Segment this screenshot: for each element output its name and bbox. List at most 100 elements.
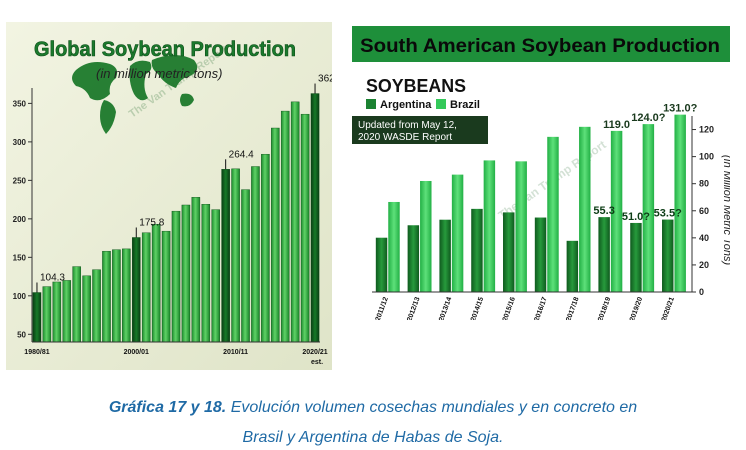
y-tick-label: 60	[699, 206, 709, 216]
bar	[290, 101, 300, 343]
bar	[151, 224, 161, 343]
bar-brazil	[515, 161, 527, 292]
x-tick-label: 2020/21	[302, 349, 327, 356]
bar-brazil	[674, 114, 686, 293]
south-american-soybean-chart: South American Soybean Production SOYBEA…	[352, 20, 733, 322]
legend: Argentina Brazil	[366, 99, 480, 111]
bar	[241, 189, 250, 343]
right-chart-subtitle: SOYBEANS	[366, 76, 466, 96]
legend-label-argentina: Argentina	[380, 99, 432, 111]
bar	[82, 275, 91, 343]
bar	[92, 269, 101, 343]
bar	[191, 197, 201, 343]
left-chart-title: Global Soybean Production	[34, 38, 296, 61]
data-label: 362.8	[318, 74, 332, 85]
y-axis-label: (In Million Metric Tons)	[721, 155, 730, 266]
bar-brazil	[547, 136, 559, 292]
bar	[42, 286, 52, 343]
bar	[251, 166, 260, 343]
bar	[72, 266, 81, 343]
bar-argentina	[503, 212, 515, 292]
bar	[52, 281, 62, 343]
data-label: 55.3	[593, 205, 614, 217]
data-label: 175.8	[139, 217, 164, 228]
bar-brazil	[610, 130, 623, 292]
legend-swatch-brazil	[436, 99, 446, 109]
bar-brazil	[388, 201, 400, 292]
data-label: 264.4	[229, 149, 254, 160]
bar	[161, 230, 171, 343]
data-label: 131.0?	[663, 103, 698, 115]
bar	[300, 113, 310, 343]
bar	[32, 292, 42, 343]
bar	[131, 237, 141, 343]
x-axis: 1980/81 2000/01 2010/11 2020/21 est.	[24, 341, 328, 366]
bar-brazil	[483, 160, 496, 292]
y-axis: 0 20 40 60 80 100 120	[691, 116, 714, 297]
bar	[310, 93, 320, 343]
bar-brazil	[642, 124, 655, 293]
bar-argentina	[375, 237, 388, 292]
x-tick-label-suffix: est.	[311, 359, 323, 366]
bar	[62, 280, 72, 343]
bar-brazil	[420, 180, 432, 292]
bar-argentina	[439, 219, 451, 292]
y-tick-label: 350	[13, 99, 27, 108]
bar	[201, 204, 211, 343]
figure-caption-line-1: Gráfica 17 y 18. Evolución volumen cosec…	[0, 396, 746, 420]
y-tick-label: 150	[13, 253, 27, 262]
bar	[211, 209, 220, 343]
bar	[261, 153, 270, 343]
y-tick-label: 100	[13, 292, 27, 301]
bar-argentina	[407, 225, 420, 292]
bar	[181, 204, 191, 343]
bar-argentina	[534, 217, 547, 292]
global-soybean-chart: Global Soybean Production (in million me…	[6, 22, 343, 370]
bar	[221, 169, 230, 343]
x-tick-label: 2000/01	[124, 349, 149, 356]
y-tick-label: 120	[699, 125, 714, 135]
update-note: Updated from May 12, 2020 WASDE Report	[358, 120, 460, 143]
y-tick-label: 50	[17, 330, 26, 339]
left-chart-subtitle: (in million metric tons)	[96, 66, 222, 81]
update-note-box	[352, 116, 488, 144]
y-tick-label: 40	[699, 233, 709, 243]
bar-argentina	[471, 208, 483, 292]
legend-swatch-argentina	[366, 99, 376, 109]
data-label: 104.3	[40, 273, 65, 284]
y-tick-label: 200	[13, 215, 27, 224]
caption-bold-prefix: Gráfica 17 y 18.	[108, 399, 227, 416]
data-label: 119.0	[603, 119, 630, 131]
bar-argentina	[662, 219, 674, 292]
right-chart-title: South American Soybean Production	[360, 36, 720, 57]
data-label: 51.0?	[622, 211, 650, 223]
data-labels: 104.3 175.8 264.4 362.8	[36, 74, 343, 293]
bar-argentina	[598, 217, 610, 292]
bar	[280, 110, 290, 343]
world-map-icon	[72, 55, 198, 134]
x-tick-label: 2010/11	[223, 349, 248, 356]
bar	[271, 127, 280, 343]
data-label: 53.5?	[654, 208, 682, 220]
bar	[231, 168, 240, 343]
y-axis: 50 100 150 200 250 300 350	[13, 88, 33, 342]
bar	[102, 250, 111, 343]
y-tick-label: 0	[699, 287, 704, 297]
bar	[141, 232, 151, 343]
bar-series	[32, 93, 320, 343]
bar	[171, 210, 181, 343]
bar-argentina	[566, 240, 579, 292]
x-tick-label: 1980/81	[24, 349, 49, 356]
data-label: 124.0?	[631, 112, 666, 124]
bar-brazil	[451, 174, 464, 292]
bar-series	[375, 114, 686, 293]
bar	[112, 249, 121, 343]
legend-label-brazil: Brazil	[450, 99, 480, 111]
bar	[122, 248, 131, 343]
bar-brazil	[579, 126, 591, 292]
y-tick-label: 80	[699, 179, 709, 189]
title-bar	[352, 26, 730, 62]
y-tick-label: 20	[699, 260, 709, 270]
bar-argentina	[630, 222, 642, 292]
